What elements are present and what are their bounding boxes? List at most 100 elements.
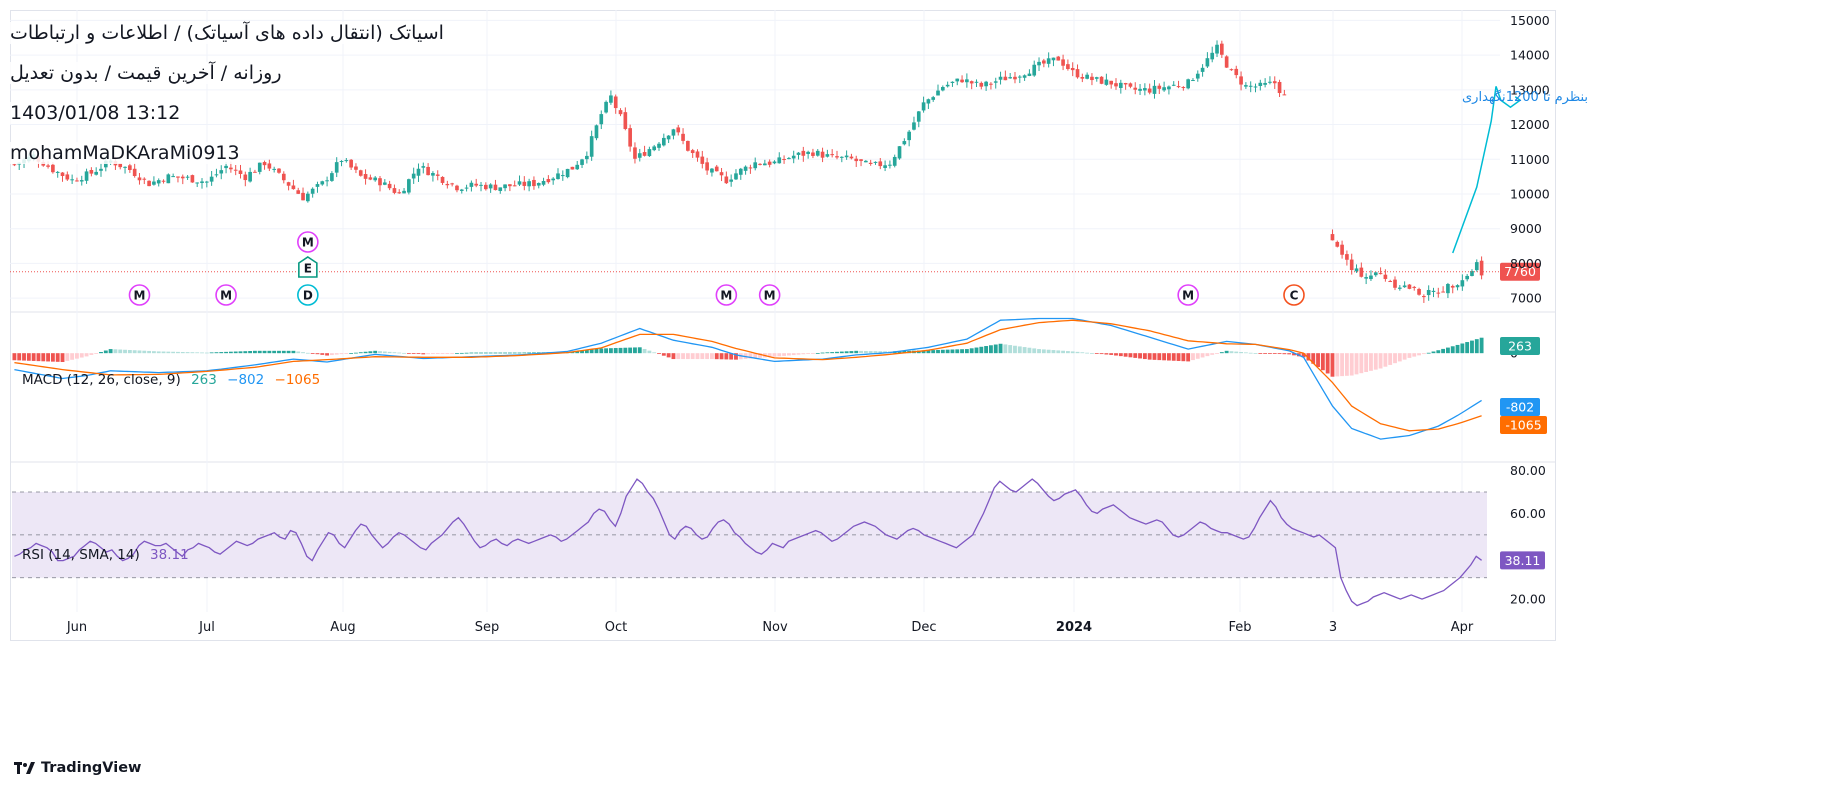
- macd-histogram-bar: [142, 350, 147, 354]
- price-candle: [190, 174, 195, 183]
- event-marker-icon: [215, 284, 237, 306]
- macd-histogram-bar: [849, 351, 854, 354]
- macd-histogram-bar: [801, 353, 806, 355]
- candle-body: [1123, 82, 1128, 85]
- macd-histogram-bar: [26, 353, 31, 361]
- candle-body: [719, 172, 724, 176]
- macd-histogram-bar: [483, 352, 488, 354]
- price-candle: [1378, 267, 1383, 275]
- event-marker-icon: [1283, 284, 1305, 306]
- candle-body: [1330, 234, 1335, 241]
- macd-histogram-bar: [527, 352, 532, 354]
- price-candle: [1397, 284, 1402, 291]
- candle-body: [1066, 64, 1070, 69]
- macd-histogram-bar: [878, 351, 883, 354]
- macd-value-label: -1065: [1505, 418, 1541, 433]
- candle-body: [267, 163, 272, 169]
- candle-body: [926, 99, 931, 104]
- price-candle: [99, 163, 103, 177]
- price-candle: [498, 187, 503, 194]
- candle-body: [248, 171, 252, 182]
- candle-body: [1017, 76, 1022, 78]
- candle-body: [1412, 286, 1417, 288]
- price-candle: [1465, 274, 1469, 282]
- price-candle: [171, 173, 175, 178]
- macd-histogram-bar: [339, 353, 344, 355]
- rsi-legend[interactable]: RSI (14, SMA, 14) 38.11: [22, 547, 189, 563]
- candle-body: [1104, 79, 1109, 85]
- macd-histogram-bar: [190, 352, 195, 354]
- price-candle: [1046, 52, 1051, 68]
- price-candle: [1042, 58, 1046, 68]
- price-candle: [892, 154, 897, 168]
- price-candle: [1340, 240, 1344, 259]
- candle-body: [873, 161, 878, 163]
- candle-body: [758, 163, 762, 165]
- macd-histogram-bar: [137, 350, 142, 354]
- candle-body: [883, 165, 887, 168]
- price-candle: [844, 150, 849, 160]
- macd-histogram-bar: [378, 351, 382, 354]
- macd-histogram-bar: [709, 353, 714, 360]
- candle-body: [1200, 67, 1205, 72]
- price-candle: [743, 165, 748, 175]
- price-candle: [334, 157, 339, 178]
- macd-histogram-bar: [1065, 351, 1070, 354]
- macd-legend[interactable]: MACD (12, 26, close, 9) 263 −802 −1065: [22, 372, 320, 388]
- candle-body: [830, 154, 835, 156]
- macd-histogram-bar: [902, 350, 907, 354]
- price-candle: [815, 149, 820, 157]
- macd-histogram-bar: [536, 352, 541, 354]
- candle-body: [484, 184, 488, 190]
- price-candle: [993, 77, 998, 89]
- price-candle: [989, 82, 993, 90]
- candle-body: [315, 184, 320, 187]
- macd-histogram-bar: [1378, 353, 1383, 369]
- price-candle: [373, 176, 378, 182]
- candle-body: [1042, 60, 1046, 64]
- candle-body: [796, 152, 801, 155]
- candle-body: [589, 136, 594, 157]
- candle-body: [546, 179, 551, 183]
- price-candle: [661, 133, 666, 147]
- price-candle: [65, 171, 70, 181]
- candle-body: [945, 84, 950, 87]
- time-axis-label: Apr: [1451, 620, 1474, 635]
- price-candle: [1128, 82, 1133, 89]
- event-marker-icon: [128, 284, 151, 306]
- chart-frame: [10, 10, 1556, 641]
- price-candle: [907, 129, 911, 147]
- candle-body: [1277, 81, 1282, 94]
- macd-histogram-bar: [1051, 350, 1056, 354]
- price-candle: [791, 150, 796, 164]
- candle-body: [763, 163, 767, 166]
- macd-value-label: 263: [1508, 339, 1532, 354]
- macd-histogram-bar: [532, 352, 536, 354]
- price-candle: [431, 171, 435, 182]
- price-candle: [1152, 80, 1157, 99]
- macd-histogram-bar: [830, 352, 835, 354]
- macd-histogram-bar: [1354, 353, 1359, 375]
- candle-body: [1272, 81, 1277, 84]
- price-candle: [195, 182, 200, 188]
- candle-body: [628, 128, 632, 147]
- price-candle: [1224, 55, 1229, 68]
- price-candle: [161, 179, 166, 184]
- candle-body: [1470, 270, 1474, 276]
- price-candle: [763, 159, 767, 166]
- macd-histogram-bar: [1186, 353, 1191, 362]
- candle-body: [1070, 68, 1075, 71]
- macd-histogram-bar: [373, 350, 378, 354]
- tradingview-logo[interactable]: TradingView: [14, 760, 141, 776]
- price-candle: [729, 174, 733, 187]
- candle-body: [815, 150, 820, 156]
- macd-histogram-bar: [705, 353, 710, 360]
- price-axis-label: 10000: [1510, 186, 1550, 201]
- macd-histogram-bar: [455, 353, 459, 354]
- price-axis-label: 7000: [1510, 291, 1542, 306]
- price-candle: [1460, 274, 1465, 291]
- macd-histogram-bar: [1027, 347, 1032, 354]
- candle-body: [1205, 58, 1210, 67]
- price-candle: [1037, 57, 1041, 71]
- macd-histogram-bar: [1099, 353, 1104, 355]
